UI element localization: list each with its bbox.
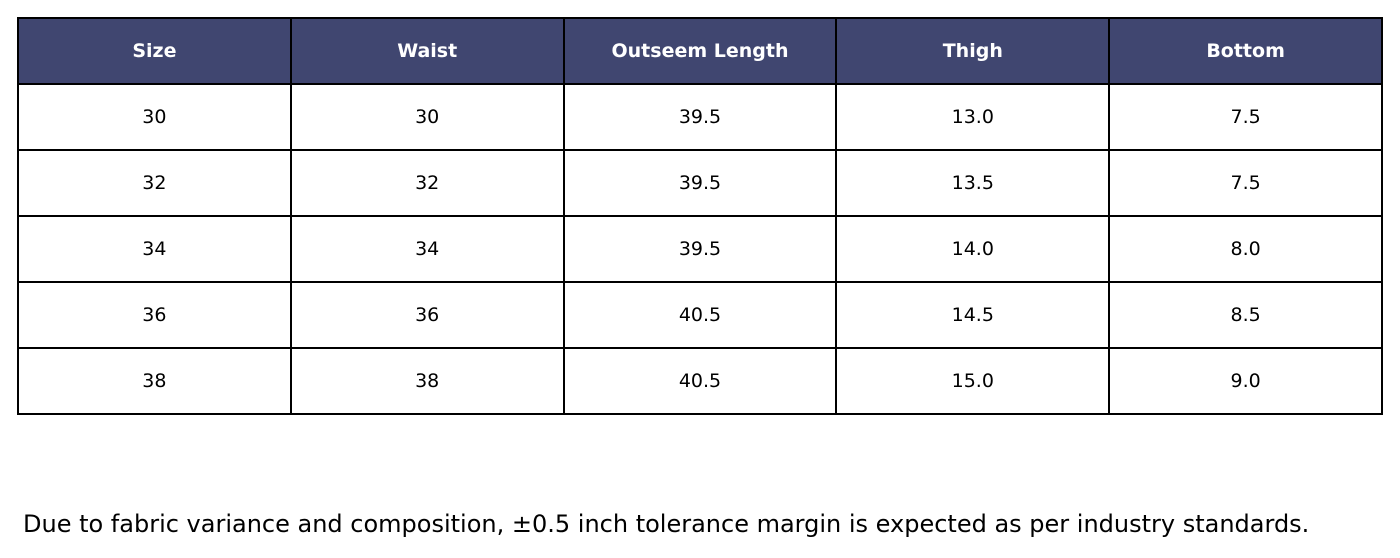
table-cell: 15.0 [835, 347, 1111, 415]
table-cell: 14.0 [835, 215, 1111, 283]
header-cell: Outseem Length [562, 17, 838, 85]
table-cell: 39.5 [562, 83, 838, 151]
header-row: Size Waist Outseem Length Thigh Bottom [17, 17, 1383, 85]
table-cell: 14.5 [835, 281, 1111, 349]
table-cell: 13.5 [835, 149, 1111, 217]
table-cell: 7.5 [1108, 149, 1383, 217]
table-cell: 40.5 [562, 281, 838, 349]
header-cell: Bottom [1108, 17, 1383, 85]
table-cell: 38 [17, 347, 292, 415]
note: Due to fabric variance and composition, … [23, 510, 1310, 538]
header-cell: Thigh [835, 17, 1111, 85]
table-row: 34 34 39.5 14.0 8.0 [17, 215, 1383, 283]
table-cell: 32 [289, 149, 565, 217]
table-cell: 8.0 [1108, 215, 1383, 283]
table-cell: 13.0 [835, 83, 1111, 151]
table-cell: 38 [289, 347, 565, 415]
table-cell: 36 [289, 281, 565, 349]
table-cell: 34 [17, 215, 292, 283]
header-cell: Waist [289, 17, 565, 85]
header-cell: Size [17, 17, 292, 85]
table-body: 30 30 39.5 13.0 7.5 32 32 39.5 13.5 7.5 34 34 39.5 14… [17, 83, 1383, 415]
table-row: 30 30 39.5 13.0 7.5 [17, 83, 1383, 151]
table-row: 32 32 39.5 13.5 7.5 [17, 149, 1383, 217]
table-cell: 9.0 [1108, 347, 1383, 415]
table-row: 38 38 40.5 15.0 9.0 [17, 347, 1383, 415]
table-row: 36 36 40.5 14.5 8.5 [17, 281, 1383, 349]
table-header: Size Waist Outseem Length Thigh Bottom [17, 17, 1383, 85]
table-cell: 40.5 [562, 347, 838, 415]
table-cell: 34 [289, 215, 565, 283]
size-table: Size Waist Outseem Length Thigh Bottom 30 30 3… [17, 17, 1383, 415]
table-cell: 7.5 [1108, 83, 1383, 151]
table-cell: 30 [289, 83, 565, 151]
table-cell: 39.5 [562, 149, 838, 217]
table-cell: 8.5 [1108, 281, 1383, 349]
table-cell: 30 [17, 83, 292, 151]
table-cell: 36 [17, 281, 292, 349]
table-cell: 32 [17, 149, 292, 217]
table-cell: 39.5 [562, 215, 838, 283]
